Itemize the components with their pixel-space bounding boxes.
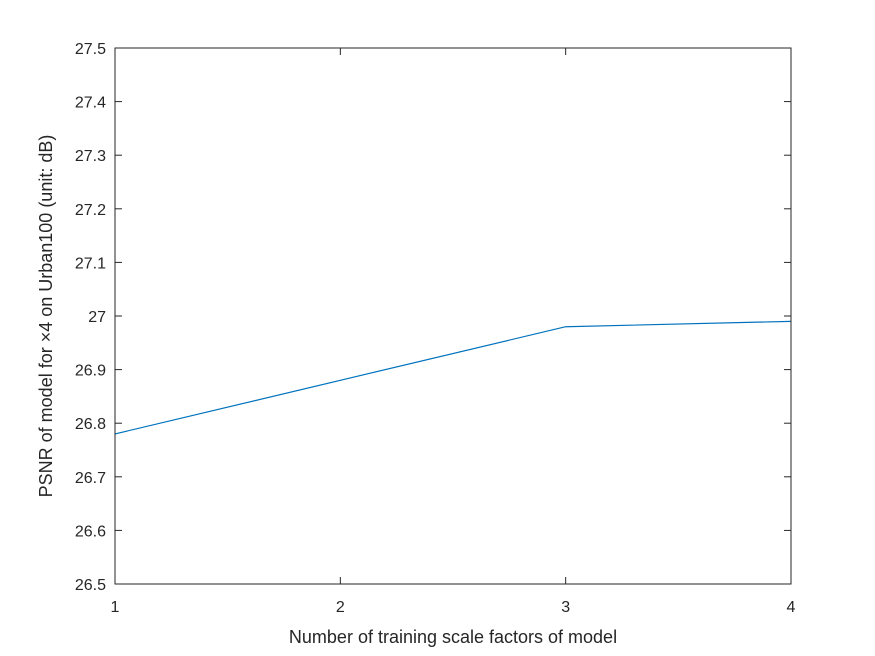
axes-box bbox=[114, 47, 792, 585]
y-tick-label: 27.1 bbox=[75, 255, 106, 272]
x-tick-label: 2 bbox=[336, 599, 345, 616]
y-tick-label: 27.2 bbox=[75, 202, 106, 219]
y-tick-label: 27.3 bbox=[75, 148, 106, 165]
y-tick-label: 26.7 bbox=[75, 470, 106, 487]
series-layer bbox=[114, 320, 792, 435]
y-tick-label: 26.9 bbox=[75, 363, 106, 380]
ticks-layer: 1 2 3 4 26.5 26.6 26.7 26.8 26.9 27 27.1 27.2 27.3 27… bbox=[75, 41, 796, 616]
x-tick-label: 1 bbox=[111, 599, 120, 616]
x-axis-label: Number of training scale factors of mode… bbox=[289, 627, 617, 647]
y-tick-label: 26.8 bbox=[75, 416, 106, 433]
x-tick-label: 3 bbox=[561, 599, 570, 616]
y-axis-label: PSNR of model for ×4 on Urban100 (unit: … bbox=[36, 135, 56, 498]
series-line bbox=[114, 320, 792, 435]
y-tick-label: 27.4 bbox=[75, 95, 106, 112]
x-tick-label: 4 bbox=[787, 599, 796, 616]
y-tick-label: 26.5 bbox=[75, 577, 106, 594]
y-tick-label: 27 bbox=[88, 309, 106, 326]
plot-area bbox=[115, 48, 791, 584]
y-tick-label: 26.6 bbox=[75, 523, 106, 540]
y-tick-label: 27.5 bbox=[75, 41, 106, 58]
